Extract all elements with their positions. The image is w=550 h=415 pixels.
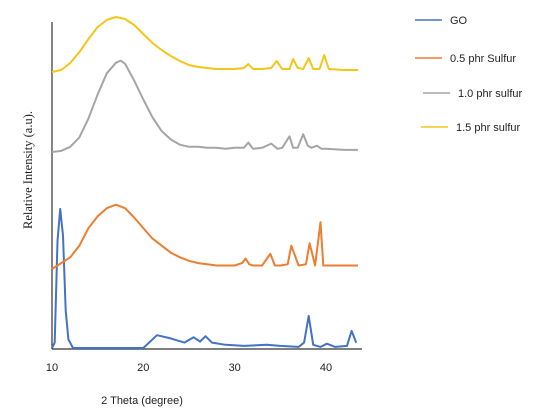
x-axis-label: 2 Theta (degree) [101,395,183,407]
series-line-1 [51,207,358,349]
y-axis-label: Relative Intensity (a.u). [21,111,35,229]
series-line-3 [51,59,358,153]
legend: GO 0.5 phr Sulfur 1.0 phr sulfur 1.5 phr su… [415,15,523,134]
series-line-4 [51,16,358,73]
x-tick-label-1: 10 [46,362,58,374]
series-line-2 [51,203,358,270]
axes [51,22,362,350]
x-tick-label-3: 30 [229,362,241,374]
x-tick-label-4: 40 [320,362,332,374]
legend-label-3: 1.0 phr sulfur [458,88,523,100]
legend-label-2: 0.5 phr Sulfur [450,53,516,65]
x-tick-label-2: 20 [137,362,149,374]
series-layer [51,16,358,349]
legend-label-4: 1.5 phr sulfur [456,122,521,134]
legend-label-1: GO [450,15,468,27]
x-tick-labels: 10 20 30 40 [46,362,332,374]
